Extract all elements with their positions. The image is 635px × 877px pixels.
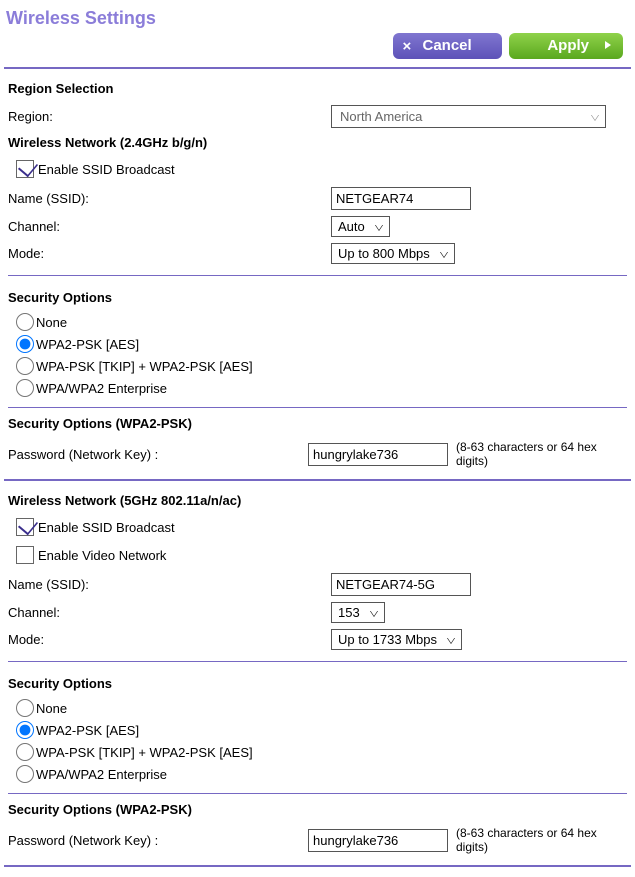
divider <box>4 865 631 867</box>
password-24-label: Password (Network Key) : <box>8 447 308 462</box>
channel-24-label: Channel: <box>8 219 331 234</box>
security-24-mixed-radio[interactable] <box>16 357 34 375</box>
band24-heading: Wireless Network (2.4GHz b/g/n) <box>8 135 627 150</box>
password-5-section: Security Options (WPA2-PSK) Password (Ne… <box>4 796 631 865</box>
password-5-hint: (8-63 characters or 64 hex digits) <box>456 826 627 854</box>
region-label: Region: <box>8 109 331 124</box>
region-select[interactable]: North America <box>331 105 606 128</box>
security-5-none-label: None <box>36 701 67 716</box>
mode-24-value: Up to 800 Mbps <box>338 246 430 261</box>
channel-5-value: 153 <box>338 605 360 620</box>
enable-video-5-checkbox[interactable] <box>16 546 34 564</box>
close-icon: × <box>403 38 412 55</box>
security-5-enterprise-label: WPA/WPA2 Enterprise <box>36 767 167 782</box>
ssid-5-label: Name (SSID): <box>8 577 331 592</box>
mode-5-value: Up to 1733 Mbps <box>338 632 437 647</box>
password-5-input[interactable] <box>308 829 448 852</box>
enable-ssid-24-checkbox[interactable] <box>16 160 34 178</box>
mode-5-select[interactable]: Up to 1733 Mbps <box>331 629 462 650</box>
password-5-label: Password (Network Key) : <box>8 833 308 848</box>
security-5-section: Security Options None WPA2-PSK [AES] WPA… <box>4 664 631 791</box>
chevron-down-icon <box>370 611 378 617</box>
security-24-enterprise-label: WPA/WPA2 Enterprise <box>36 381 167 396</box>
security-5-wpa2psk-radio[interactable] <box>16 721 34 739</box>
security-24-enterprise-radio[interactable] <box>16 379 34 397</box>
region-heading: Region Selection <box>8 81 627 96</box>
mode-5-label: Mode: <box>8 632 331 647</box>
password-24-input[interactable] <box>308 443 448 466</box>
mode-24-label: Mode: <box>8 246 331 261</box>
security-24-mixed-label: WPA-PSK [TKIP] + WPA2-PSK [AES] <box>36 359 253 374</box>
chevron-down-icon <box>440 252 448 258</box>
arrow-right-icon <box>605 41 611 49</box>
security-24-none-radio[interactable] <box>16 313 34 331</box>
security-24-heading: Security Options <box>8 290 627 305</box>
page-title: Wireless Settings <box>4 4 631 29</box>
security-24-wpa2psk-label: WPA2-PSK [AES] <box>36 337 139 352</box>
enable-video-5-label: Enable Video Network <box>38 548 166 563</box>
security-5-wpa2psk-label: WPA2-PSK [AES] <box>36 723 139 738</box>
security-5-mixed-label: WPA-PSK [TKIP] + WPA2-PSK [AES] <box>36 745 253 760</box>
ssid-5-input[interactable] <box>331 573 471 596</box>
region-section: Region Selection Region: North America W… <box>4 69 631 273</box>
password-5-heading: Security Options (WPA2-PSK) <box>8 802 627 817</box>
cancel-button-label: Cancel <box>423 37 472 54</box>
password-24-heading: Security Options (WPA2-PSK) <box>8 416 627 431</box>
channel-5-select[interactable]: 153 <box>331 602 385 623</box>
channel-5-label: Channel: <box>8 605 331 620</box>
enable-ssid-5-checkbox[interactable] <box>16 518 34 536</box>
channel-24-select[interactable]: Auto <box>331 216 390 237</box>
enable-ssid-5-label: Enable SSID Broadcast <box>38 520 175 535</box>
security-5-heading: Security Options <box>8 676 627 691</box>
security-5-mixed-radio[interactable] <box>16 743 34 761</box>
region-select-value: North America <box>340 109 422 124</box>
band5-heading: Wireless Network (5GHz 802.11a/n/ac) <box>8 493 627 508</box>
password-24-section: Security Options (WPA2-PSK) Password (Ne… <box>4 410 631 479</box>
divider <box>8 793 627 794</box>
chevron-down-icon <box>591 115 599 121</box>
apply-button-label: Apply <box>547 37 589 54</box>
top-button-row: × Cancel Apply <box>4 29 631 67</box>
mode-24-select[interactable]: Up to 800 Mbps <box>331 243 455 264</box>
divider <box>8 407 627 408</box>
security-24-none-label: None <box>36 315 67 330</box>
band5-section: Wireless Network (5GHz 802.11a/n/ac) Ena… <box>4 481 631 659</box>
cancel-button[interactable]: × Cancel <box>393 33 502 59</box>
security-5-enterprise-radio[interactable] <box>16 765 34 783</box>
password-24-hint: (8-63 characters or 64 hex digits) <box>456 440 627 468</box>
security-24-wpa2psk-radio[interactable] <box>16 335 34 353</box>
chevron-down-icon <box>447 638 455 644</box>
enable-ssid-24-label: Enable SSID Broadcast <box>38 162 175 177</box>
apply-button[interactable]: Apply <box>509 33 623 59</box>
channel-24-value: Auto <box>338 219 365 234</box>
ssid-24-input[interactable] <box>331 187 471 210</box>
ssid-24-label: Name (SSID): <box>8 191 331 206</box>
divider <box>8 275 627 276</box>
security-24-section: Security Options None WPA2-PSK [AES] WPA… <box>4 278 631 405</box>
security-5-none-radio[interactable] <box>16 699 34 717</box>
divider <box>8 661 627 662</box>
chevron-down-icon <box>375 225 383 231</box>
